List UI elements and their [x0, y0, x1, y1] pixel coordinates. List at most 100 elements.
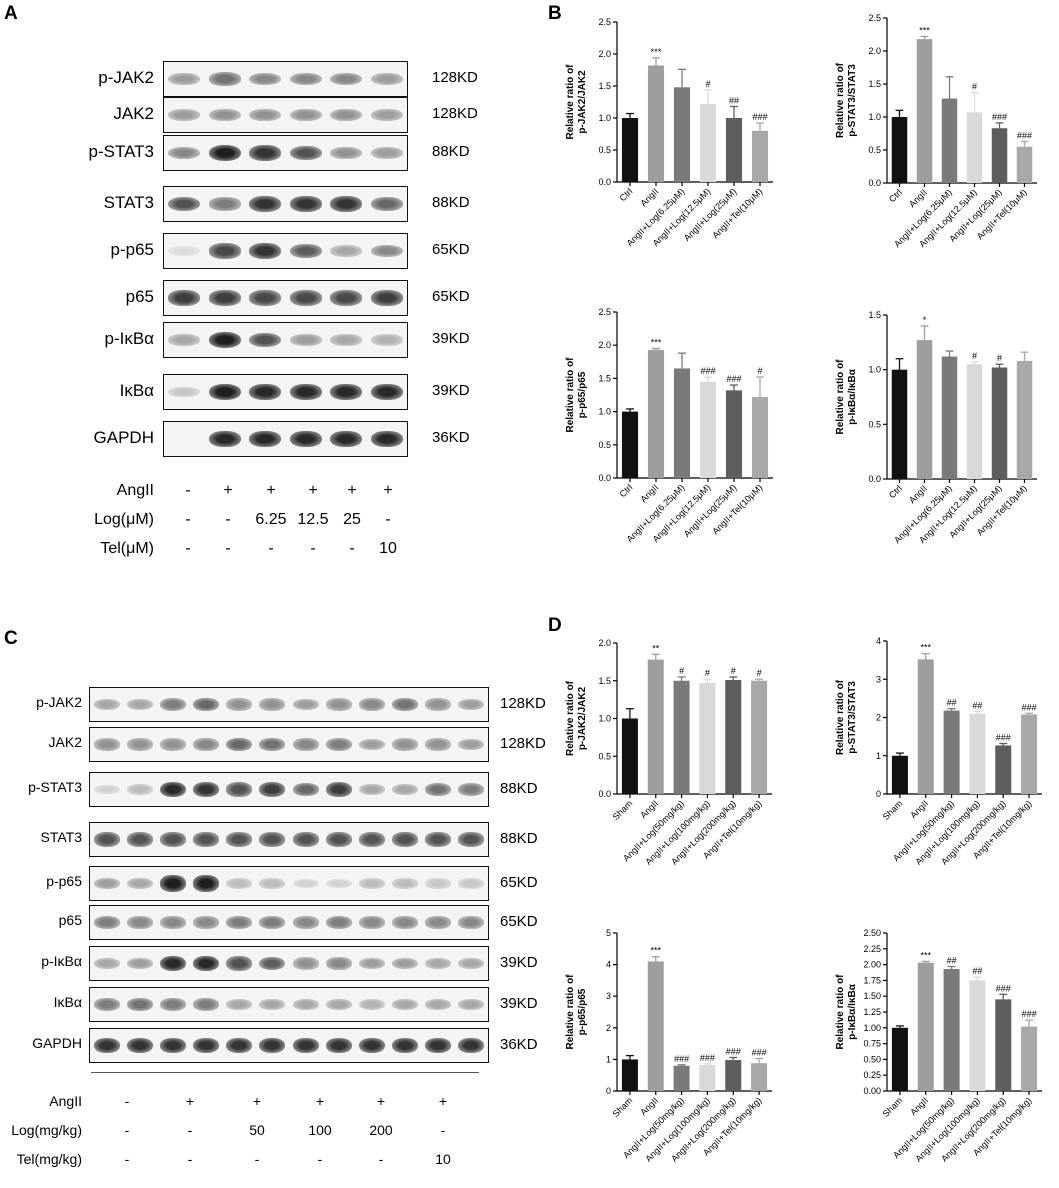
blot-band: [425, 916, 452, 929]
blot-band: [93, 832, 120, 847]
blot-strip: [163, 97, 408, 133]
bar: [891, 369, 908, 479]
category-label: AngII: [638, 186, 660, 208]
condition-label: Log(mg/kg): [11, 1122, 82, 1138]
bar: [621, 411, 639, 478]
bar-chart-5: 0.0 0.5 1.0 1.5 2.0 Relative ratio ofp-JAK2/J…: [565, 638, 772, 867]
bar: [943, 710, 960, 794]
y-tick-label: 2.0: [598, 638, 611, 648]
y-tick-label: 2: [606, 1023, 611, 1033]
blot-band: [93, 916, 120, 929]
condition-label: Log(μM): [94, 511, 154, 528]
significance-mark: ###: [726, 1047, 741, 1057]
condition-value: -: [440, 1122, 446, 1138]
blot-band: [289, 290, 322, 306]
blot-band: [458, 998, 485, 1011]
bar: [943, 969, 960, 1091]
significance-mark: ***: [651, 47, 662, 57]
condition-value: 6.25: [255, 511, 287, 528]
blot-band: [370, 72, 403, 86]
significance-mark: ###: [700, 366, 715, 376]
y-tick-label: 4: [606, 960, 611, 970]
blot-band: [226, 998, 253, 1011]
y-axis-label: Relative ratio ofp-JAK2/JAK2: [565, 680, 588, 756]
significance-mark: ***: [919, 25, 930, 35]
category-label: Ctrl: [887, 187, 904, 204]
condition-value: +: [252, 1093, 262, 1109]
y-tick-label: 2.25: [863, 944, 881, 954]
blot-strip: [163, 233, 408, 269]
bar: [1021, 714, 1038, 794]
blot-band: [126, 698, 153, 711]
significance-mark: #: [705, 79, 710, 89]
blot-band: [126, 916, 153, 929]
blot-band: [392, 697, 418, 712]
significance-mark: ###: [1022, 1009, 1037, 1019]
significance-mark: ***: [920, 643, 931, 653]
y-tick-label: 1.5: [598, 373, 611, 383]
blot-band: [292, 832, 319, 847]
blot-band: [370, 334, 403, 346]
bar: [1021, 1026, 1038, 1091]
y-axis-label: Relative ratio ofp-STAT3/STAT3: [835, 62, 858, 138]
y-tick-label: 0.5: [598, 440, 611, 450]
blot-band: [292, 878, 319, 889]
blot-band: [159, 698, 186, 711]
y-tick-label: 0.0: [868, 474, 881, 484]
category-label: Sham: [881, 1095, 905, 1119]
blot-band: [226, 1037, 253, 1054]
y-axis-label-line: Relative ratio of: [565, 974, 576, 1050]
bar: [969, 980, 986, 1091]
blot-band: [193, 781, 219, 798]
blot-band: [325, 998, 352, 1011]
blot-band: [159, 738, 186, 751]
blot-band: [126, 784, 153, 795]
y-tick-label: 0: [606, 1086, 611, 1096]
blot-band: [193, 955, 219, 972]
bar: [751, 130, 769, 182]
blot-band: [289, 196, 322, 212]
bar: [941, 356, 958, 479]
category-label: AngII+Tel(10μM): [710, 186, 764, 240]
blot-band: [226, 878, 253, 889]
blot-band: [325, 832, 352, 847]
blot-band: [289, 145, 322, 161]
blot-band: [325, 698, 352, 711]
condition-value: 10: [435, 1151, 451, 1167]
blot-band: [370, 108, 403, 122]
y-tick-label: 1.0: [598, 113, 611, 123]
blot-band: [93, 784, 120, 795]
bar: [916, 340, 933, 479]
blot-band: [226, 916, 253, 929]
blot-band: [193, 832, 219, 847]
significance-mark: ###: [752, 1047, 767, 1057]
condition-label: AngII: [49, 1093, 82, 1109]
category-label: Ctrl: [887, 483, 904, 500]
y-axis-label-line: Relative ratio of: [835, 62, 846, 138]
blot-strip: [163, 421, 408, 457]
blot-strip: [89, 905, 489, 940]
bar-chart-3: 0.0 0.5 1.0 1.5 2.0 2.5 Relative ratio ofp-p65…: [565, 307, 773, 544]
bar: [891, 1027, 908, 1091]
y-tick-label: 3: [876, 674, 881, 684]
blot-band: [370, 244, 403, 258]
condition-value: 25: [343, 511, 361, 528]
blot-band: [193, 998, 219, 1011]
category-label: Sham: [611, 1095, 635, 1119]
condition-value: 100: [308, 1122, 332, 1138]
condition-value: +: [347, 482, 357, 499]
condition-value: -: [225, 540, 231, 557]
bar: [673, 1065, 690, 1091]
category-label: AngII: [638, 482, 660, 504]
molecular-weight-label: 36KD: [500, 1035, 538, 1053]
y-tick-label: 0.5: [868, 145, 881, 155]
significance-mark: ###: [1017, 130, 1032, 140]
panel-letter-b: B: [548, 3, 562, 24]
blot-band: [392, 832, 418, 847]
y-tick-label: 2.5: [598, 307, 611, 317]
condition-value: +: [315, 1093, 325, 1109]
blot-band: [358, 916, 385, 929]
bar-chart-7: 0 1 2 3 4 5 Relative ratio ofp-p65/p65 Sham *** A…: [565, 928, 772, 1164]
blot-row-label: p-STAT3: [88, 142, 155, 161]
blot-band: [289, 243, 322, 259]
